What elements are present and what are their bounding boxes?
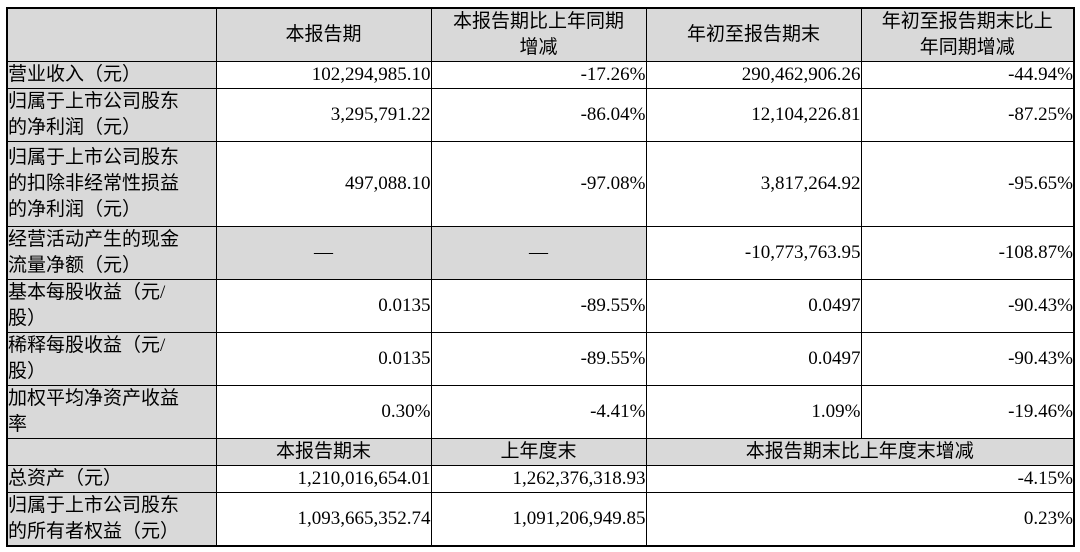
cell-year-to-date-yoy: -90.43% — [860, 332, 1075, 386]
cell-year-to-date-yoy: -44.94% — [860, 61, 1075, 89]
cell-current-period: 102,294,985.10 — [215, 61, 432, 89]
cell-label: 基本每股收益（元/ 股） — [6, 279, 217, 333]
cell-prev-year-end: 1,262,376,318.93 — [430, 465, 647, 493]
financial-summary-table: 本报告期 本报告期比上年同期 增减 年初至报告期末 年初至报告期末比上 年同期增… — [6, 7, 1075, 547]
table-row-basic-eps: 基本每股收益（元/ 股） 0.0135 -89.55% 0.0497 -90.4… — [6, 279, 1075, 333]
financial-summary: 本报告期 本报告期比上年同期 增减 年初至报告期末 年初至报告期末比上 年同期增… — [6, 7, 1075, 547]
cell-year-to-date: 12,104,226.81 — [645, 88, 862, 142]
cell-period-end: 1,093,665,352.74 — [215, 492, 432, 547]
cell-current-period-yoy-empty: — — [430, 226, 647, 280]
cell-current-period: 3,295,791.22 — [215, 88, 432, 142]
cell-current-period: 0.0135 — [215, 279, 432, 333]
header-corner-cell — [6, 7, 217, 62]
table-header-row-period-end: 本报告期末 上年度末 本报告期末比上年度末增减 — [6, 438, 1075, 466]
cell-current-period-empty: — — [215, 226, 432, 280]
cell-label: 加权平均净资产收益 率 — [6, 385, 217, 439]
cell-year-to-date: 0.0497 — [645, 279, 862, 333]
cell-label: 归属于上市公司股东 的所有者权益（元） — [6, 492, 217, 547]
cell-label: 经营活动产生的现金 流量净额（元） — [6, 226, 217, 280]
cell-year-to-date: 0.0497 — [645, 332, 862, 386]
header-year-to-date-yoy-change: 年初至报告期末比上 年同期增减 — [860, 7, 1075, 62]
cell-current-period-yoy: -4.41% — [430, 385, 647, 439]
cell-change: -4.15% — [645, 465, 1075, 493]
cell-year-to-date-yoy: -108.87% — [860, 226, 1075, 280]
table-row-net-profit-excl-nonrecurring: 归属于上市公司股东 的扣除非经常性损益 的净利润（元） 497,088.10 -… — [6, 141, 1075, 227]
cell-label: 稀释每股收益（元/ 股） — [6, 332, 217, 386]
table-row-operating-revenue: 营业收入（元） 102,294,985.10 -17.26% 290,462,9… — [6, 61, 1075, 89]
cell-current-period-yoy: -89.55% — [430, 332, 647, 386]
cell-prev-year-end: 1,091,206,949.85 — [430, 492, 647, 547]
cell-label: 营业收入（元） — [6, 61, 217, 89]
header-prev-year-end: 上年度末 — [430, 438, 647, 466]
cell-year-to-date: 1.09% — [645, 385, 862, 439]
cell-year-to-date-yoy: -90.43% — [860, 279, 1075, 333]
header-period-end: 本报告期末 — [215, 438, 432, 466]
table-row-net-profit: 归属于上市公司股东 的净利润（元） 3,295,791.22 -86.04% 1… — [6, 88, 1075, 142]
cell-current-period: 497,088.10 — [215, 141, 432, 227]
cell-year-to-date-yoy: -19.46% — [860, 385, 1075, 439]
table-header-row-period: 本报告期 本报告期比上年同期 增减 年初至报告期末 年初至报告期末比上 年同期增… — [6, 7, 1075, 62]
cell-current-period-yoy: -17.26% — [430, 61, 647, 89]
cell-year-to-date: 290,462,906.26 — [645, 61, 862, 89]
cell-period-end: 1,210,016,654.01 — [215, 465, 432, 493]
cell-year-to-date-yoy: -95.65% — [860, 141, 1075, 227]
cell-label: 归属于上市公司股东 的净利润（元） — [6, 88, 217, 142]
cell-year-to-date-yoy: -87.25% — [860, 88, 1075, 142]
table-row-diluted-eps: 稀释每股收益（元/ 股） 0.0135 -89.55% 0.0497 -90.4… — [6, 332, 1075, 386]
table-row-operating-cash-flow: 经营活动产生的现金 流量净额（元） — — -10,773,763.95 -10… — [6, 226, 1075, 280]
header-current-period-yoy-change: 本报告期比上年同期 增减 — [430, 7, 647, 62]
header-year-to-date: 年初至报告期末 — [645, 7, 862, 62]
cell-label: 归属于上市公司股东 的扣除非经常性损益 的净利润（元） — [6, 141, 217, 227]
cell-current-period: 0.30% — [215, 385, 432, 439]
cell-current-period: 0.0135 — [215, 332, 432, 386]
cell-year-to-date: 3,817,264.92 — [645, 141, 862, 227]
cell-label: 总资产（元） — [6, 465, 217, 493]
cell-current-period-yoy: -86.04% — [430, 88, 647, 142]
header-current-period: 本报告期 — [215, 7, 432, 62]
table-row-weighted-avg-roe: 加权平均净资产收益 率 0.30% -4.41% 1.09% -19.46% — [6, 385, 1075, 439]
cell-current-period-yoy: -89.55% — [430, 279, 647, 333]
header-corner-cell-2 — [6, 438, 217, 466]
cell-year-to-date: -10,773,763.95 — [645, 226, 862, 280]
table-row-total-assets: 总资产（元） 1,210,016,654.01 1,262,376,318.93… — [6, 465, 1075, 493]
cell-change: 0.23% — [645, 492, 1075, 547]
table-row-owners-equity: 归属于上市公司股东 的所有者权益（元） 1,093,665,352.74 1,0… — [6, 492, 1075, 547]
header-change-vs-prev-year-end: 本报告期末比上年度末增减 — [645, 438, 1075, 466]
cell-current-period-yoy: -97.08% — [430, 141, 647, 227]
